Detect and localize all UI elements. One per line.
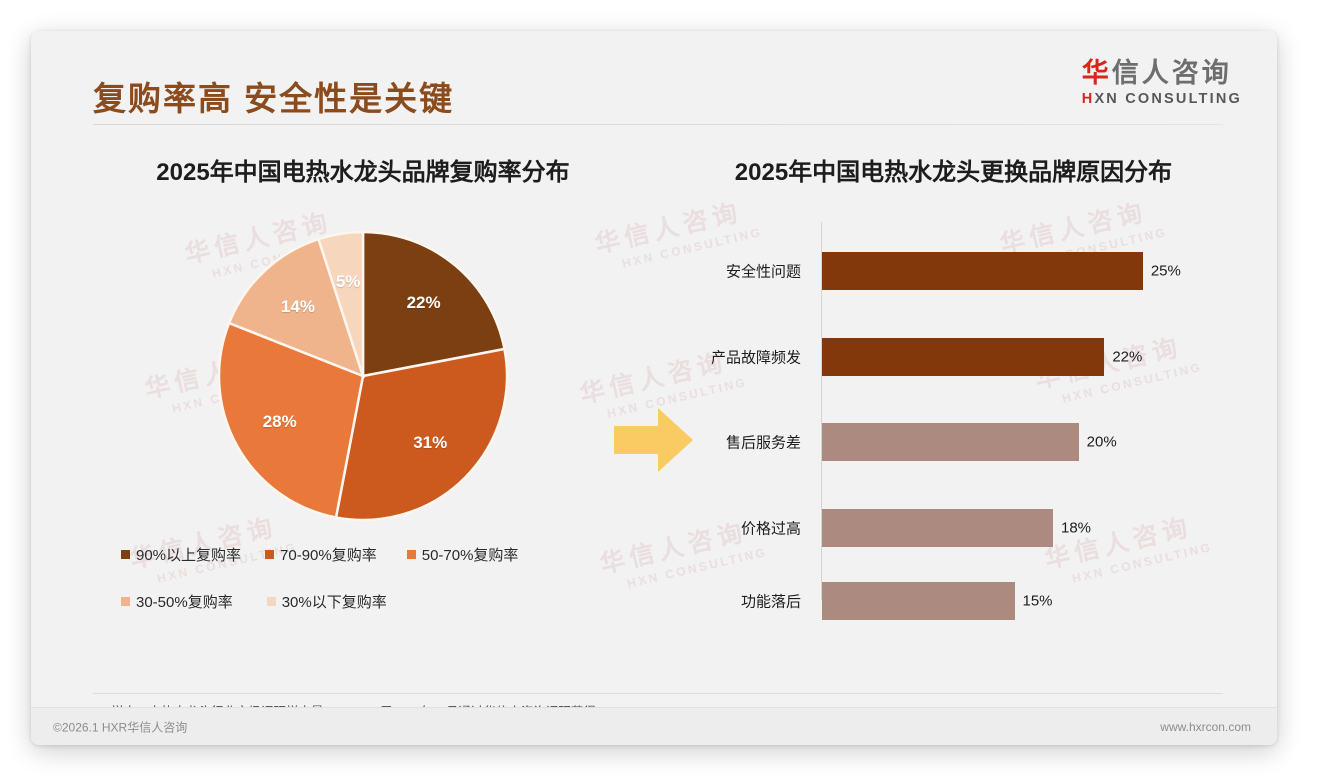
bar-value-label: 18% [1061, 519, 1092, 537]
pie-legend-label: 70-90%复购率 [280, 546, 377, 564]
pie-legend: 90%以上复购率 70-90%复购率 50-70%复购率 30-50%复购率 30%以… [93, 544, 633, 612]
legend-swatch-icon [265, 549, 275, 559]
pie-slice [316, 230, 365, 377]
pie-legend-item[interactable]: 50-70%复购率 [406, 544, 519, 565]
pie-slice [361, 230, 506, 378]
pie-legend-label: 50-70%复购率 [421, 546, 519, 564]
bar-row: 产品故障频发 22% [681, 337, 1226, 376]
logo-en-accent: H [1081, 91, 1095, 108]
pie-legend-item[interactable]: 70-90%复购率 [265, 544, 377, 565]
pie-slice-label: 5% [335, 271, 361, 291]
bar-row: 价格过高 18% [681, 508, 1226, 547]
bar-fill[interactable] [822, 337, 1105, 376]
company-logo: 华信人咨询 HXN CONSULTING [1082, 59, 1242, 108]
slide-footer: ©2026.1 HXR华信人咨询 www.hxrcon.com [31, 707, 1277, 745]
pie-chart: 22% 31% 28% 14% 5% [93, 226, 633, 526]
left-chart-panel: 2025年中国电热水龙头品牌复购率分布 22% 31% 28% 14% 5% 90%以上… [93, 159, 633, 638]
pie-slice-label: 22% [406, 292, 441, 312]
bar-fill[interactable] [822, 422, 1079, 461]
right-arrow-icon [614, 408, 693, 472]
pie-slice-label: 14% [280, 296, 315, 316]
bar-chart-title: 2025年中国电热水龙头更换品牌原因分布 [734, 159, 1173, 186]
page-title: 复购率高 安全性是关键 [93, 80, 455, 117]
pie-legend-row: 90%以上复购率 70-90%复购率 50-70%复购率 [121, 544, 633, 565]
source-divider [93, 693, 1223, 694]
logo-accent-char: 华 [1081, 58, 1112, 88]
legend-swatch-icon [406, 549, 416, 559]
logo-chinese-rest: 信人咨询 [1111, 58, 1232, 88]
bar-value-label: 25% [1150, 262, 1181, 280]
legend-swatch-icon [121, 549, 130, 559]
pie-legend-label: 30%以下复购率 [281, 593, 387, 611]
pie-legend-item[interactable]: 30%以下复购率 [266, 591, 387, 612]
bar-category-label: 产品故障频发 [710, 349, 801, 367]
bar-value-label: 15% [1022, 592, 1053, 610]
bar-row: 安全性问题 25% [681, 251, 1226, 290]
pie-chart-svg [217, 230, 509, 522]
bar-chart-axis [821, 221, 822, 600]
footer-website[interactable]: www.hxrcon.com [1160, 719, 1251, 734]
pie-legend-item[interactable]: 90%以上复购率 [121, 544, 241, 565]
logo-english-text: HXN CONSULTING [1082, 91, 1242, 107]
bar-row: 功能落后 15% [681, 581, 1226, 620]
bar-category-label: 功能落后 [740, 593, 801, 611]
legend-swatch-icon [121, 596, 130, 606]
pie-legend-item[interactable]: 30-50%复购率 [121, 591, 233, 612]
bar-category-label: 价格过高 [740, 520, 801, 538]
pie-chart-title: 2025年中国电热水龙头品牌复购率分布 [156, 159, 570, 186]
pie-slice-label: 31% [413, 433, 448, 452]
right-chart-panel: 2025年中国电热水龙头更换品牌原因分布 安全性问题 25% 产品故障频发 22% 售后… [681, 159, 1226, 622]
logo-chinese-text: 华信人咨询 [1082, 59, 1242, 87]
pie-slice-label: 28% [262, 411, 297, 431]
footer-copyright: ©2026.1 HXR华信人咨询 [53, 720, 188, 734]
bar-fill[interactable] [822, 251, 1143, 290]
bar-value-label: 20% [1086, 433, 1117, 451]
bar-category-label: 安全性问题 [725, 263, 801, 281]
bar-chart: 安全性问题 25% 产品故障频发 22% 售后服务差 20% 价格过高 18% 功能落后 15% [681, 221, 1226, 622]
logo-en-rest: XN CONSULTING [1094, 91, 1242, 108]
bar-fill[interactable] [822, 581, 1015, 620]
presentation-slide: 华信人咨询 HXN CONSULTING 华信人咨询 HXN CONSULTIN… [31, 31, 1277, 745]
pie-legend-row: 30-50%复购率 30%以下复购率 [121, 591, 633, 612]
bar-category-label: 售后服务差 [725, 434, 801, 452]
bar-row: 售后服务差 20% [681, 422, 1226, 461]
pie-legend-label: 30-50%复购率 [136, 593, 233, 611]
bar-fill[interactable] [822, 508, 1053, 547]
pie-slice [217, 321, 365, 519]
title-divider [93, 124, 1223, 125]
flow-arrow [614, 406, 694, 479]
bar-value-label: 22% [1112, 348, 1143, 366]
legend-swatch-icon [266, 596, 276, 606]
pie-legend-label: 90%以上复购率 [136, 546, 242, 564]
pie-slice [334, 347, 509, 522]
